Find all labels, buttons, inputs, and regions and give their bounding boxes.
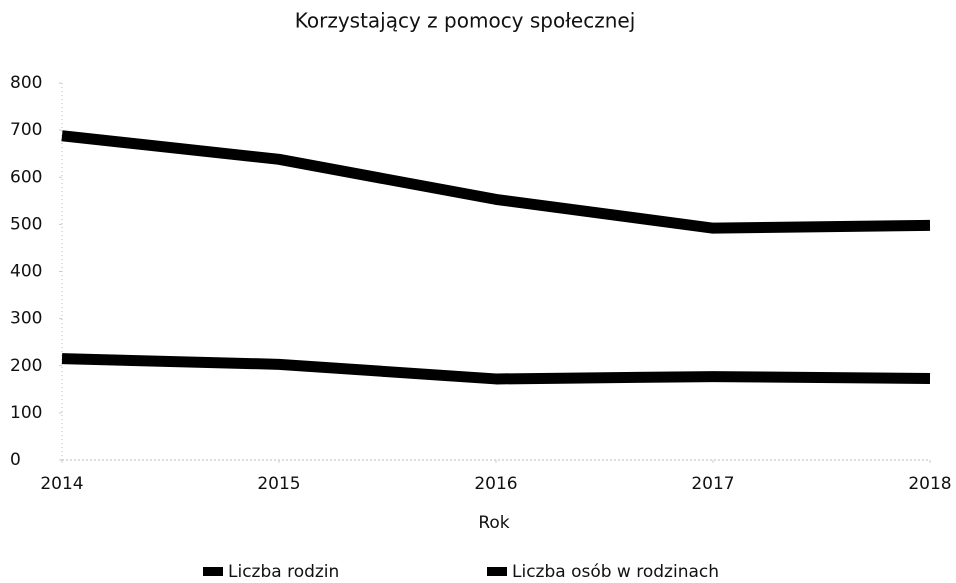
y-tick-label: 600 [10,167,42,187]
y-tick-label: 200 [10,356,42,376]
y-tick-label: 100 [10,403,42,423]
x-tick-label: 2016 [474,474,517,494]
y-tick-label: 0 [10,450,21,470]
legend-swatch [203,567,223,576]
line-series [61,130,931,234]
legend-swatch [487,567,507,576]
x-tick-label: 2018 [908,474,951,494]
y-tick-label: 500 [10,214,42,234]
y-tick-label: 400 [10,262,42,282]
legend-label: Liczba osób w rodzinach [512,562,719,582]
y-tick-label: 300 [10,309,42,329]
x-axis-label: Rok [478,513,509,533]
y-tick-label: 800 [10,73,42,93]
x-tick-label: 2014 [40,474,83,494]
line-series [61,353,931,385]
x-tick-label: 2015 [257,474,300,494]
y-tick-label: 700 [10,120,42,140]
x-tick-label: 2017 [691,474,734,494]
legend-label: Liczba rodzin [228,562,339,582]
chart-title: Korzystający z pomocy społecznej [295,9,636,33]
